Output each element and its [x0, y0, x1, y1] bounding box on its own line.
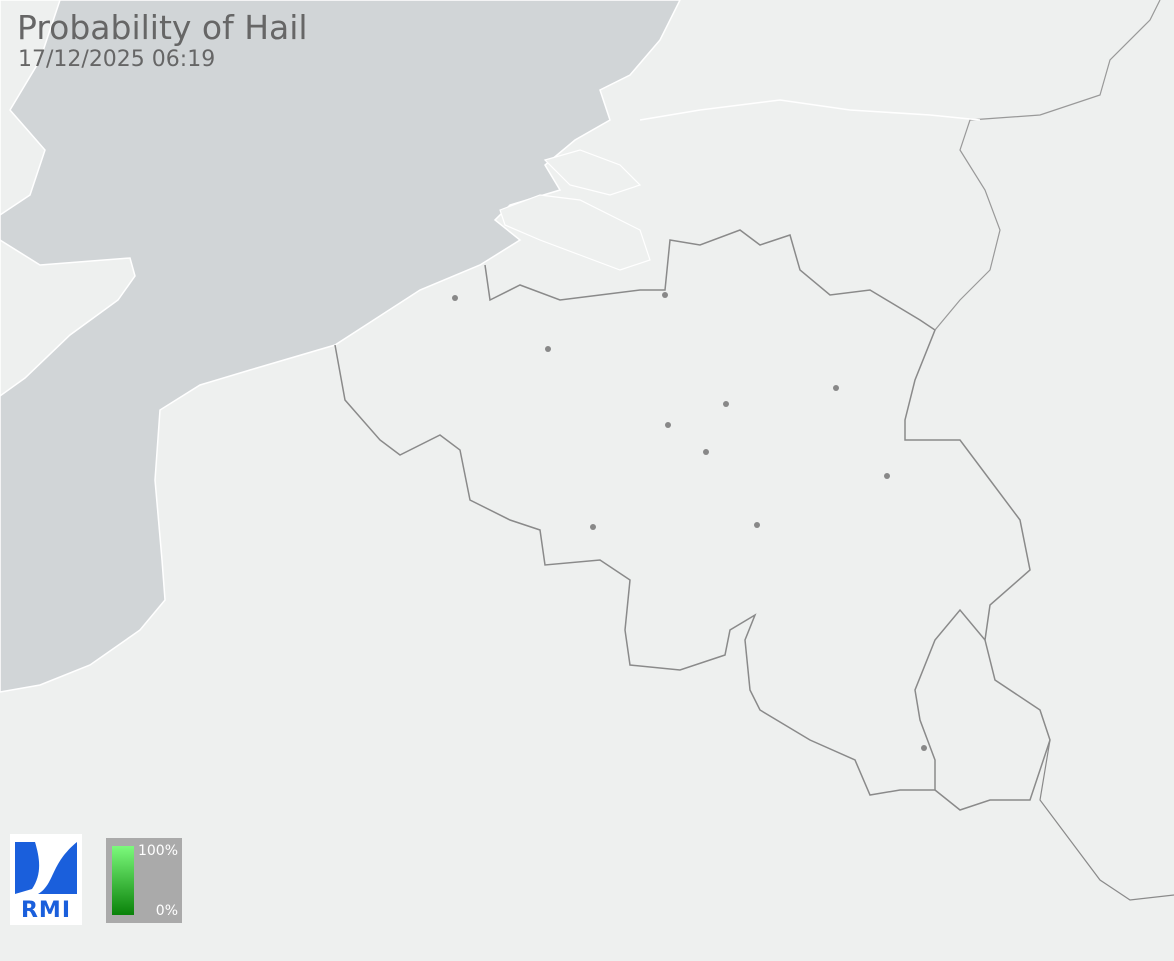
rmi-logo: RMI	[10, 834, 82, 925]
city-dot	[921, 745, 927, 751]
luxembourg-border	[934, 639, 1051, 811]
england-land	[0, 239, 136, 397]
timestamp: 17/12/2025 06:19	[18, 47, 216, 72]
cities	[452, 292, 927, 751]
city-dot	[723, 401, 729, 407]
river	[639, 99, 981, 121]
netherlands-germany-border	[934, 0, 1161, 331]
zeeland-islands	[499, 194, 651, 271]
sea	[0, 0, 681, 693]
rmi-logo-text: RMI	[20, 898, 72, 923]
city-dot	[703, 449, 709, 455]
city-dot	[665, 422, 671, 428]
germany-border	[1039, 739, 1174, 901]
belgium-border	[334, 229, 1031, 796]
city-dot	[833, 385, 839, 391]
city-dot	[590, 524, 596, 530]
legend-max-label: 100%	[137, 843, 178, 859]
city-dot	[754, 522, 760, 528]
city-dot	[545, 346, 551, 352]
city-dot	[452, 295, 458, 301]
city-dot	[662, 292, 668, 298]
rmi-logo-icon	[15, 842, 77, 894]
city-dot	[884, 473, 890, 479]
probability-legend: 100% 0%	[106, 838, 182, 923]
legend-min-label: 0%	[155, 903, 178, 919]
legend-color-bar	[112, 846, 134, 915]
map-title: Probability of Hail	[17, 8, 308, 47]
zeeland-islands-north	[543, 149, 642, 196]
england-land-north	[0, 0, 61, 216]
